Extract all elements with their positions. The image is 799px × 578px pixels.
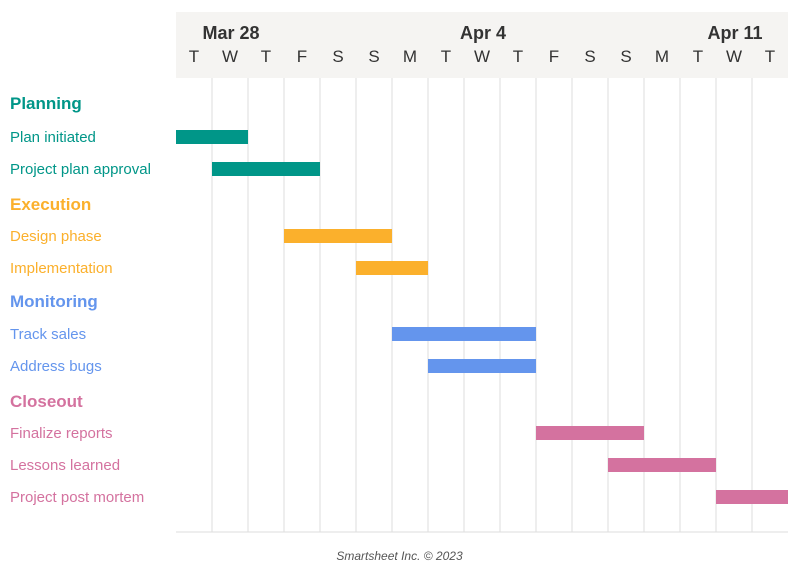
task-bar xyxy=(716,490,788,504)
day-label: S xyxy=(368,47,379,66)
day-label: M xyxy=(403,47,417,66)
day-label: F xyxy=(297,47,307,66)
task-bar xyxy=(212,162,320,176)
task-label: Project post mortem xyxy=(10,489,144,506)
day-label: M xyxy=(655,47,669,66)
day-label: W xyxy=(474,47,490,66)
group-label: Execution xyxy=(10,195,91,214)
week-label: Apr 4 xyxy=(460,23,506,43)
day-label: T xyxy=(765,47,775,66)
task-label: Implementation xyxy=(10,260,113,277)
week-label: Mar 28 xyxy=(202,23,259,43)
task-bar xyxy=(428,359,536,373)
week-label: Apr 11 xyxy=(707,23,762,43)
task-label: Lessons learned xyxy=(10,457,120,474)
day-label: W xyxy=(726,47,742,66)
day-label: T xyxy=(189,47,199,66)
task-bar xyxy=(284,229,392,243)
timeline-header xyxy=(176,12,788,78)
task-bar xyxy=(536,426,644,440)
task-bar xyxy=(356,261,428,275)
task-label: Design phase xyxy=(10,228,102,245)
task-label: Finalize reports xyxy=(10,425,113,442)
day-label: F xyxy=(549,47,559,66)
group-label: Monitoring xyxy=(10,292,98,311)
task-bar xyxy=(176,130,248,144)
task-bar xyxy=(608,458,716,472)
task-label: Address bugs xyxy=(10,358,102,375)
day-label: S xyxy=(584,47,595,66)
day-label: S xyxy=(332,47,343,66)
task-bar xyxy=(392,327,536,341)
day-label: T xyxy=(693,47,703,66)
day-label: T xyxy=(513,47,523,66)
day-label: T xyxy=(261,47,271,66)
day-label: S xyxy=(620,47,631,66)
group-label: Planning xyxy=(10,94,82,113)
task-label: Track sales xyxy=(10,326,86,343)
task-label: Project plan approval xyxy=(10,161,151,178)
day-label: T xyxy=(441,47,451,66)
day-label: W xyxy=(222,47,238,66)
footer-copyright: Smartsheet Inc. © 2023 xyxy=(336,549,463,563)
group-label: Closeout xyxy=(10,392,83,411)
task-label: Plan initiated xyxy=(10,129,96,146)
